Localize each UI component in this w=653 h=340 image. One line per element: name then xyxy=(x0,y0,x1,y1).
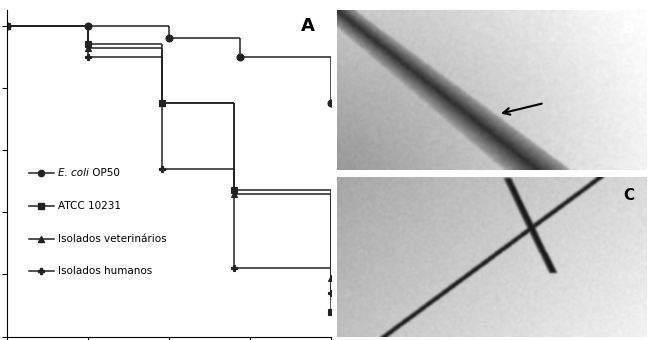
Text: Isolados humanos: Isolados humanos xyxy=(58,266,152,276)
Text: E. coli: E. coli xyxy=(58,168,89,179)
Text: ATCC 10231: ATCC 10231 xyxy=(58,201,121,211)
Text: C: C xyxy=(623,188,634,203)
Text: OP50: OP50 xyxy=(89,168,119,179)
Text: B: B xyxy=(622,21,634,36)
Text: A: A xyxy=(301,17,315,35)
Text: Isolados veterinários: Isolados veterinários xyxy=(58,234,167,244)
